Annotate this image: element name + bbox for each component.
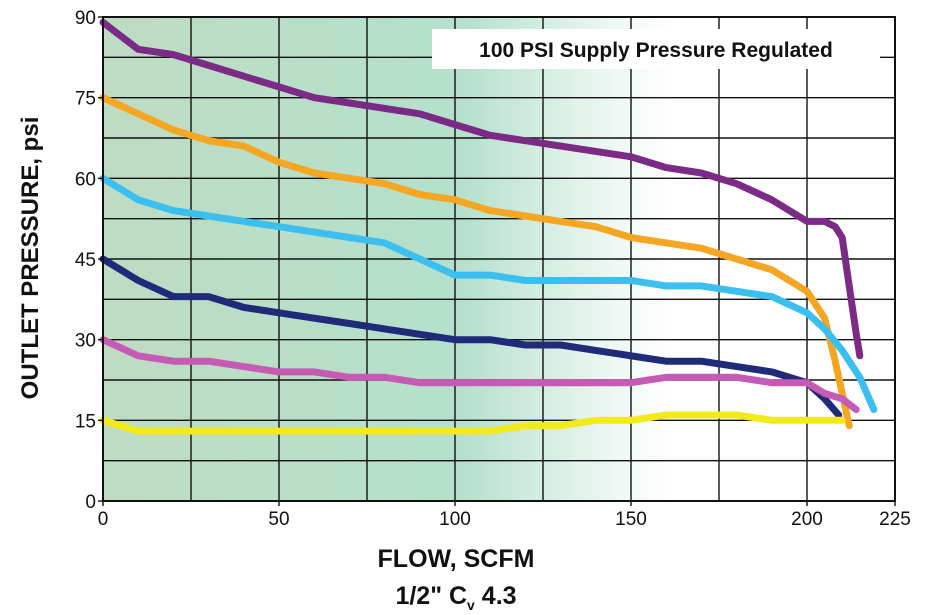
y-tick-label: 60 [75,169,96,190]
y-tick-label: 0 [85,492,96,513]
x-axis-title: FLOW, SCFM [378,545,535,573]
series-lines [99,18,878,435]
annotation-text: 100 PSI Supply Pressure Regulated [479,39,833,62]
x-tick-label: 150 [615,509,647,530]
y-tick-label: 75 [75,89,96,110]
series-line-4 [99,255,843,419]
series-line-2 [99,94,853,430]
x-axis-subtitle: 1/2" Cv 4.3 [395,582,516,613]
annotation-box: 100 PSI Supply Pressure Regulated [432,29,880,69]
series-line-3 [99,174,878,414]
y-tick-label: 90 [75,8,96,29]
series-line-5 [99,336,860,414]
annotation-background [432,29,880,69]
y-tick-label: 45 [75,250,96,271]
y-axis-title: OUTLET PRESSURE, psi [17,117,44,400]
x-tick-label: 0 [98,509,109,530]
y-tick-label: 30 [75,331,96,352]
x-tick-label: 200 [791,509,823,530]
x-tick-label: 100 [439,509,471,530]
series-line-1 [99,18,864,360]
x-tick-label: 50 [268,509,289,530]
x-tick-label: 225 [879,509,911,530]
y-tick-label: 15 [75,411,96,432]
series-line-6 [99,411,846,435]
tick-labels: 0 15 30 45 60 75 90 0 50 100 150 200 225 [75,8,911,530]
